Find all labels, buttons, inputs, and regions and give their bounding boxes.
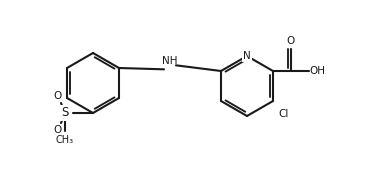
Text: N: N bbox=[243, 51, 251, 61]
Text: S: S bbox=[61, 107, 69, 120]
Text: O: O bbox=[287, 36, 295, 46]
Text: CH₃: CH₃ bbox=[56, 135, 74, 145]
Text: OH: OH bbox=[309, 66, 325, 76]
Text: O: O bbox=[53, 125, 61, 135]
Text: NH: NH bbox=[162, 56, 178, 65]
Text: O: O bbox=[53, 91, 61, 101]
Text: Cl: Cl bbox=[278, 109, 289, 119]
